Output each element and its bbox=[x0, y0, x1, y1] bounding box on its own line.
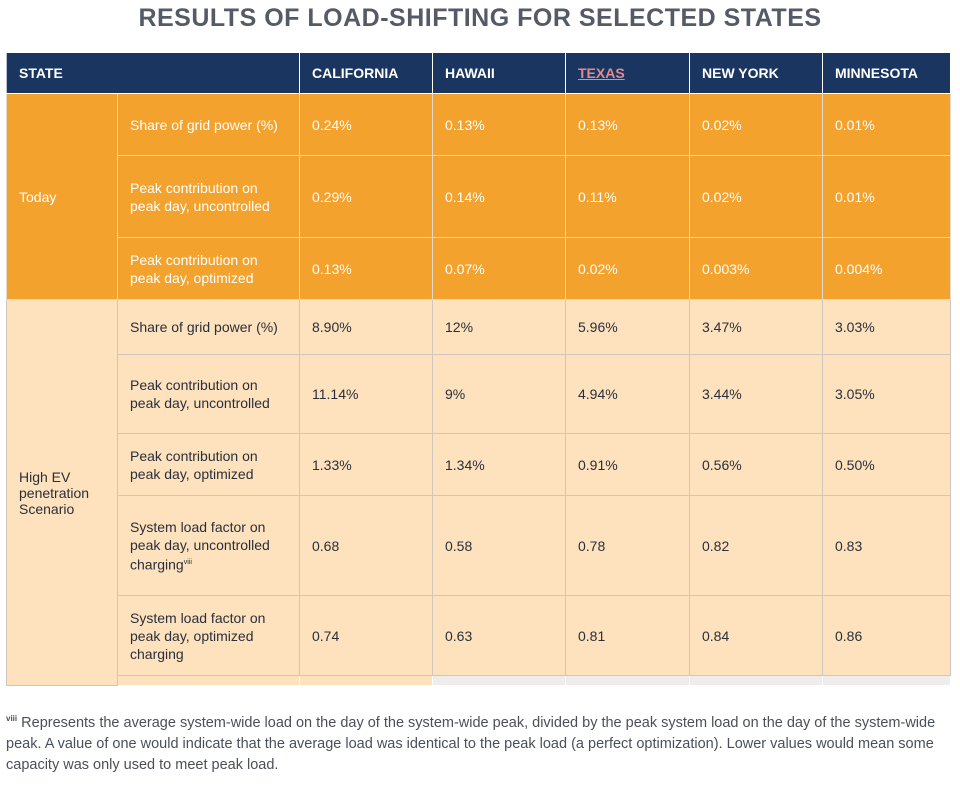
table-cell: 0.74 bbox=[299, 595, 433, 676]
table-cell: 0.68 bbox=[299, 495, 433, 596]
table-cell: 1.34% bbox=[432, 433, 566, 496]
metric-label: Peak contribution on peak day, uncontrol… bbox=[117, 155, 300, 238]
table-row: System load factor on peak day, uncontro… bbox=[7, 495, 951, 596]
footnote-text: Represents the average system-wide load … bbox=[6, 714, 936, 773]
table-cell: 0.78 bbox=[565, 495, 690, 596]
spacer-cell bbox=[299, 675, 433, 686]
header-new-york: NEW YORK bbox=[689, 52, 823, 94]
table-row: Peak contribution on peak day, optimized… bbox=[7, 433, 951, 496]
table-cell: 0.24% bbox=[299, 93, 433, 156]
table-cell: 0.004% bbox=[822, 237, 951, 300]
table-cell: 0.13% bbox=[432, 93, 566, 156]
spacer-cell bbox=[689, 675, 823, 686]
table-cell: 0.01% bbox=[822, 93, 951, 156]
table-cell: 3.05% bbox=[822, 354, 951, 434]
table-cell: 3.44% bbox=[689, 354, 823, 434]
metric-label: System load factor on peak day, uncontro… bbox=[117, 495, 300, 596]
metric-label: Share of grid power (%) bbox=[117, 299, 300, 355]
header-california: CALIFORNIA bbox=[299, 52, 433, 94]
header-state: STATE bbox=[6, 52, 300, 94]
header-minnesota: MINNESOTA bbox=[822, 52, 951, 94]
table-cell: 0.01% bbox=[822, 155, 951, 238]
header-texas-label: TEXAS bbox=[578, 65, 625, 81]
table-cell: 3.47% bbox=[689, 299, 823, 355]
spacer-cell bbox=[117, 675, 300, 686]
table-row: Peak contribution on peak day, optimized… bbox=[7, 237, 951, 300]
metric-label: Peak contribution on peak day, uncontrol… bbox=[117, 354, 300, 434]
table-cell: 5.96% bbox=[565, 299, 690, 355]
table-cell: 0.50% bbox=[822, 433, 951, 496]
footnote-reference: viii bbox=[183, 558, 192, 566]
spacer-cell bbox=[565, 675, 690, 686]
table-cell: 1.33% bbox=[299, 433, 433, 496]
metric-label: Share of grid power (%) bbox=[117, 93, 300, 156]
table-cell: 0.83 bbox=[822, 495, 951, 596]
table-cell: 0.56% bbox=[689, 433, 823, 496]
spacer-cell bbox=[822, 675, 951, 686]
header-texas: TEXAS bbox=[565, 52, 690, 94]
header-row: STATE CALIFORNIA HAWAII TEXAS NEW YORK M… bbox=[6, 52, 951, 94]
footnote: viii Represents the average system-wide … bbox=[6, 708, 954, 776]
metric-label-text: System load factor on peak day, uncontro… bbox=[130, 518, 270, 573]
table-cell: 0.13% bbox=[299, 237, 433, 300]
table-cell: 0.003% bbox=[689, 237, 823, 300]
table-cell: 0.86 bbox=[822, 595, 951, 676]
table-cell: 0.11% bbox=[565, 155, 690, 238]
table-row: System load factor on peak day, optimize… bbox=[7, 595, 951, 676]
table-cell: 9% bbox=[432, 354, 566, 434]
metric-label: Peak contribution on peak day, optimized bbox=[117, 237, 300, 300]
group-label-today: Today bbox=[6, 93, 118, 300]
table-spacer-row bbox=[7, 675, 951, 686]
table-cell: 0.84 bbox=[689, 595, 823, 676]
page-title: RESULTS OF LOAD-SHIFTING FOR SELECTED ST… bbox=[138, 4, 822, 32]
table-cell: 0.13% bbox=[565, 93, 690, 156]
header-hawaii: HAWAII bbox=[432, 52, 566, 94]
table-row: Peak contribution on peak day, uncontrol… bbox=[7, 155, 951, 238]
table-cell: 0.29% bbox=[299, 155, 433, 238]
table-cell: 11.14% bbox=[299, 354, 433, 434]
table-row: High EV penetration Scenario Share of gr… bbox=[6, 299, 951, 686]
table-cell: 0.02% bbox=[689, 155, 823, 238]
results-table: STATE CALIFORNIA HAWAII TEXAS NEW YORK M… bbox=[6, 52, 951, 686]
table-cell: 0.02% bbox=[689, 93, 823, 156]
table-cell: 0.07% bbox=[432, 237, 566, 300]
table-cell: 12% bbox=[432, 299, 566, 355]
table-cell: 8.90% bbox=[299, 299, 433, 355]
table-row: Today Share of grid power (%) 0.24% 0.13… bbox=[6, 93, 951, 300]
table-cell: 4.94% bbox=[565, 354, 690, 434]
metric-label: System load factor on peak day, optimize… bbox=[117, 595, 300, 676]
table-cell: 0.14% bbox=[432, 155, 566, 238]
table-cell: 3.03% bbox=[822, 299, 951, 355]
footnote-mark: viii bbox=[6, 714, 18, 723]
table-cell: 0.58 bbox=[432, 495, 566, 596]
metric-label: Peak contribution on peak day, optimized bbox=[117, 433, 300, 496]
table-cell: 0.81 bbox=[565, 595, 690, 676]
table-cell: 0.63 bbox=[432, 595, 566, 676]
table-cell: 0.91% bbox=[565, 433, 690, 496]
group-label-high-ev: High EV penetration Scenario bbox=[6, 299, 118, 686]
spacer-cell bbox=[432, 675, 566, 686]
table-row: Peak contribution on peak day, uncontrol… bbox=[7, 354, 951, 434]
table-cell: 0.02% bbox=[565, 237, 690, 300]
table-cell: 0.82 bbox=[689, 495, 823, 596]
